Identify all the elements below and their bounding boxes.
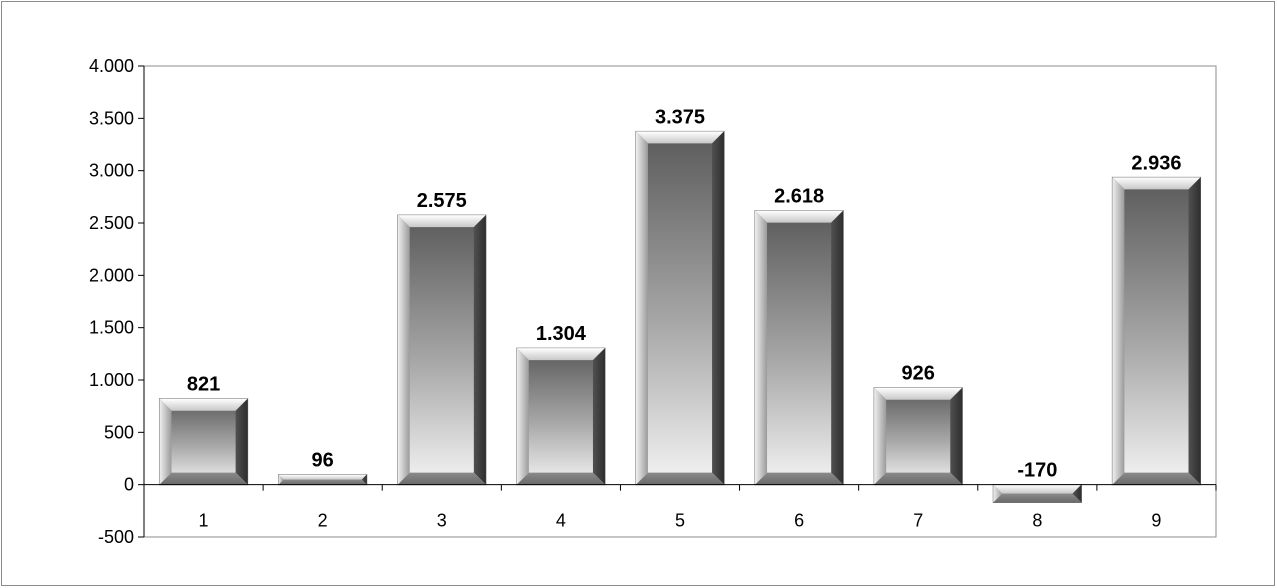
bar bbox=[1111, 176, 1202, 486]
x-axis: 1 2 3 4 5 6 7 8 9 bbox=[143, 484, 1217, 531]
bar-bevel-top bbox=[516, 348, 605, 361]
bar-bevel-right bbox=[592, 348, 605, 485]
bar-bevel-left bbox=[1112, 177, 1125, 485]
bar-bevel-bottom bbox=[874, 472, 963, 485]
bar-bevel-bottom bbox=[993, 493, 1082, 503]
data-label: 2.936 bbox=[1131, 152, 1181, 174]
bar-bevel-right bbox=[235, 398, 248, 485]
bar-bevel-bottom bbox=[1112, 472, 1201, 485]
x-tick-label: 6 bbox=[794, 511, 804, 531]
data-label: 821 bbox=[187, 374, 220, 396]
x-tick-label: 9 bbox=[1151, 511, 1161, 531]
bar-bevel-top bbox=[1112, 177, 1201, 190]
data-label: 2.575 bbox=[417, 190, 467, 212]
bar-bevel-right bbox=[1188, 177, 1201, 485]
y-tick-label: 0 bbox=[124, 475, 134, 495]
bar-face bbox=[1111, 176, 1202, 486]
data-label: 3.375 bbox=[655, 106, 705, 128]
y-tick-label: 1.500 bbox=[89, 318, 134, 338]
x-tick-label: 5 bbox=[675, 511, 685, 531]
data-label: 1.304 bbox=[536, 323, 587, 345]
bar-bevel-bottom bbox=[516, 472, 605, 485]
bar-bevel-top bbox=[874, 387, 963, 400]
data-label: 96 bbox=[312, 450, 334, 472]
bar-bevel-bottom bbox=[278, 479, 367, 485]
bar-face bbox=[635, 130, 725, 486]
bar-bevel-left bbox=[755, 210, 768, 485]
bar bbox=[278, 474, 368, 486]
bar-bevel-top bbox=[278, 474, 367, 480]
bar-bevel-left bbox=[159, 398, 172, 485]
y-axis: -500 0 500 1.000 1.500 2.000 2.500 3.000 3.500 4.… bbox=[89, 56, 145, 547]
y-tick-label: 500 bbox=[104, 422, 134, 442]
bar-bevel-right bbox=[712, 131, 725, 485]
x-tick-label: 7 bbox=[913, 511, 923, 531]
bar-face bbox=[158, 398, 249, 486]
y-tick-label: 3.000 bbox=[89, 161, 134, 181]
y-tick-label: 2.500 bbox=[89, 213, 134, 233]
bar-bevel-bottom bbox=[755, 472, 844, 485]
y-tick-label: -500 bbox=[98, 527, 134, 547]
bars-group bbox=[158, 130, 1202, 503]
x-tick-label: 4 bbox=[556, 511, 566, 531]
bar-face bbox=[397, 214, 487, 486]
data-labels-group: 821 96 2.575 1.304 3.375 2.618 926 -170 2.936 bbox=[187, 106, 1182, 481]
bar-bevel-left bbox=[516, 348, 529, 485]
data-label: -170 bbox=[1017, 460, 1057, 482]
bar-face bbox=[754, 210, 844, 486]
bar-bevel-top bbox=[755, 210, 844, 223]
x-tick-label: 2 bbox=[318, 511, 328, 531]
bar-bevel-right bbox=[950, 387, 963, 485]
bar bbox=[754, 210, 844, 486]
bar-bevel-top bbox=[993, 484, 1082, 494]
bar-bevel-right bbox=[1072, 484, 1082, 503]
bar-bevel-left bbox=[278, 474, 284, 485]
bar-bevel-right bbox=[473, 215, 486, 485]
bar-bevel-left bbox=[874, 387, 887, 485]
bar bbox=[873, 387, 963, 486]
bar bbox=[635, 130, 725, 486]
y-tick-label: 3.500 bbox=[89, 108, 134, 128]
bar-bevel-bottom bbox=[635, 472, 725, 485]
bar-bevel-right bbox=[831, 210, 844, 485]
bar-bevel-right bbox=[361, 474, 367, 485]
bar bbox=[397, 214, 487, 486]
bar-bevel-top bbox=[397, 215, 486, 228]
bar-bevel-bottom bbox=[397, 472, 486, 485]
bar bbox=[158, 398, 249, 486]
y-tick-label: 1.000 bbox=[89, 370, 134, 390]
bar-face bbox=[516, 347, 606, 486]
bar bbox=[516, 347, 606, 486]
bar-face bbox=[873, 387, 963, 486]
y-tick-label: 2.000 bbox=[89, 265, 134, 285]
bar-bevel-left bbox=[397, 215, 410, 485]
y-tick-label: 4.000 bbox=[89, 56, 134, 76]
bar bbox=[992, 484, 1082, 503]
bar-bevel-left bbox=[993, 484, 1003, 503]
bar-bevel-bottom bbox=[159, 472, 248, 485]
x-tick-label: 3 bbox=[437, 511, 447, 531]
x-tick-label: 8 bbox=[1032, 511, 1042, 531]
bar-bevel-left bbox=[635, 131, 648, 485]
data-label: 2.618 bbox=[774, 186, 824, 208]
data-label: 926 bbox=[902, 363, 935, 385]
bar-bevel-top bbox=[635, 131, 725, 144]
bar-bevel-top bbox=[159, 398, 248, 411]
x-tick-label: 1 bbox=[199, 511, 209, 531]
